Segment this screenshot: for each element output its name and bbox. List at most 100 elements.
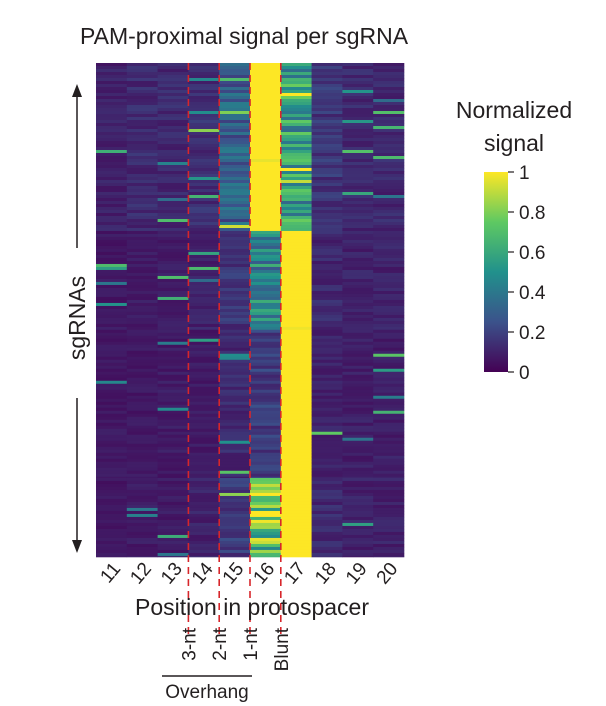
heatmap-cell-col-20-group-4 (373, 507, 405, 512)
heatmap-cell-col-16-group-1 (250, 159, 282, 163)
heatmap-cell-col-12-group-1 (126, 153, 158, 157)
heatmap-cell-col-18-group-4 (311, 540, 343, 545)
heatmap-cell-col-19-group-2 (342, 326, 374, 331)
heatmap-cell-col-19-group-3 (342, 353, 374, 358)
heatmap-cell-col-17-group-4 (280, 519, 312, 524)
heatmap-cell-col-18-group-4 (311, 531, 343, 536)
heatmap-cell-col-17-group-2 (280, 275, 312, 280)
heatmap-cell-col-11-group-2 (96, 251, 128, 256)
heatmap-cell-col-20-group-3 (373, 383, 405, 388)
colorbar-tick-label-0.8: 0.8 (519, 203, 545, 224)
heatmap-cell-col-19-group-1 (342, 96, 374, 100)
heatmap-cell-col-16-group-4 (250, 555, 282, 558)
heatmap-cell-col-18-group-4 (311, 492, 343, 497)
heatmap-cell-col-12-group-3 (126, 416, 158, 421)
heatmap-cell-col-19-group-4 (342, 552, 374, 557)
heatmap-cell-col-13-group-1 (157, 132, 189, 136)
heatmap-cell-col-16-group-1 (250, 87, 282, 91)
heatmap-cell-col-12-group-2 (126, 230, 158, 235)
heatmap-cell-col-15-group-4 (219, 513, 251, 518)
heatmap-cell-col-12-group-1 (126, 201, 158, 205)
heatmap-cell-col-15-group-3 (219, 416, 251, 421)
heatmap-cell-col-18-group-1 (311, 195, 343, 199)
heatmap-cell-col-17-group-1 (280, 228, 312, 232)
heatmap-cell-col-11-group-1 (96, 159, 128, 163)
heatmap-cell-col-14-group-1 (188, 222, 220, 226)
heatmap-cell-col-14-group-4 (188, 495, 220, 500)
heatmap-cell-col-14-group-2 (188, 230, 220, 235)
heatmap-cell-col-15-group-1 (219, 126, 251, 130)
heatmap-cell-col-13-group-4 (157, 477, 189, 482)
heatmap-cell-col-12-group-1 (126, 132, 158, 136)
overhang-label-1-nt: 1-nt (241, 627, 262, 660)
heatmap-cell-col-17-group-1 (280, 225, 312, 229)
heatmap-cell-col-20-group-3 (373, 365, 405, 370)
heatmap-cell-col-12-group-1 (126, 120, 158, 124)
heatmap-cell-col-12-group-1 (126, 141, 158, 145)
heatmap-cell-col-11-group-4 (96, 504, 128, 509)
heatmap-cell-col-11-group-3 (96, 428, 128, 433)
heatmap-cell-col-11-group-2 (96, 266, 128, 271)
heatmap-cell-col-20-group-1 (373, 183, 405, 187)
heatmap-cell-col-18-group-2 (311, 311, 343, 316)
heatmap-cell-col-16-group-3 (250, 392, 282, 397)
heatmap-cell-col-19-group-2 (342, 251, 374, 256)
colorbar: Normalized signal 00.20.40.60.81 (456, 97, 572, 384)
heatmap-cell-col-20-group-3 (373, 368, 405, 373)
heatmap-cell-col-18-group-1 (311, 123, 343, 127)
heatmap-cell-col-18-group-1 (311, 72, 343, 76)
heatmap-cell-col-19-group-1 (342, 162, 374, 166)
heatmap-cell-col-17-group-1 (280, 189, 312, 193)
heatmap-cell-col-19-group-1 (342, 219, 374, 223)
heatmap-cell-col-12-group-1 (126, 228, 158, 232)
heatmap-cell-col-12-group-4 (126, 540, 158, 545)
heatmap-cell-col-13-group-3 (157, 392, 189, 397)
heatmap-cell-col-13-group-1 (157, 204, 189, 208)
heatmap-cell-col-11-group-1 (96, 210, 128, 214)
heatmap-cell-col-17-group-4 (280, 525, 312, 530)
heatmap-cell-col-13-group-4 (157, 537, 189, 542)
heatmap-cell-col-15-group-1 (219, 162, 251, 166)
heatmap-cell-col-15-group-2 (219, 284, 251, 289)
heatmap-cell-col-13-group-3 (157, 344, 189, 349)
heatmap-cell-col-13-group-3 (157, 410, 189, 415)
heatmap-cell-col-14-group-1 (188, 117, 220, 121)
heatmap-cell-col-18-group-1 (311, 213, 343, 217)
heatmap-cell-col-15-group-3 (219, 335, 251, 340)
heatmap-cell-col-11-group-3 (96, 368, 128, 373)
heatmap-cell-col-18-group-2 (311, 251, 343, 256)
heatmap-cell-col-14-group-4 (188, 525, 220, 530)
x-tick-label-16: 16 (250, 559, 280, 589)
heatmap-cell-col-19-group-4 (342, 483, 374, 488)
heatmap-cell-col-11-group-4 (96, 519, 128, 524)
heatmap-cell-col-16-group-4 (250, 522, 282, 527)
heatmap-cell-col-14-group-4 (188, 486, 220, 491)
heatmap-cell-col-19-group-3 (342, 422, 374, 427)
heatmap-cell-col-14-group-1 (188, 228, 220, 232)
heatmap-cell-col-11-group-3 (96, 341, 128, 346)
heatmap-cell-col-17-group-3 (280, 383, 312, 388)
heatmap-cell-col-14-group-2 (188, 317, 220, 322)
heatmap-cell-col-11-group-4 (96, 531, 128, 536)
heatmap-cell-col-19-group-1 (342, 129, 374, 133)
heatmap-cell-col-13-group-2 (157, 281, 189, 286)
heatmap-cell-col-15-group-4 (219, 495, 251, 500)
heatmap-cell-col-17-group-3 (280, 446, 312, 451)
heatmap-cell-col-19-group-2 (342, 278, 374, 283)
heatmap-cell-col-12-group-1 (126, 192, 158, 196)
heatmap-cell-col-13-group-3 (157, 470, 189, 475)
heatmap-cell-col-20-group-3 (373, 356, 405, 361)
heatmap-cell-col-13-group-4 (157, 507, 189, 512)
heatmap-cell-col-16-group-3 (250, 386, 282, 391)
heatmap-cell-col-11-group-4 (96, 543, 128, 548)
heatmap-cell-col-15-group-1 (219, 129, 251, 133)
heatmap-cell-col-17-group-4 (280, 537, 312, 542)
heatmap-cell-col-17-group-1 (280, 174, 312, 178)
heatmap-cell-col-18-group-3 (311, 347, 343, 352)
heatmap-cell-col-15-group-4 (219, 525, 251, 530)
heatmap-cell-col-20-group-1 (373, 99, 405, 103)
heatmap-cell-col-13-group-3 (157, 401, 189, 406)
heatmap-cell-col-18-group-2 (311, 260, 343, 265)
heatmap-cell-col-15-group-1 (219, 192, 251, 196)
heatmap-cell-col-15-group-3 (219, 473, 251, 478)
